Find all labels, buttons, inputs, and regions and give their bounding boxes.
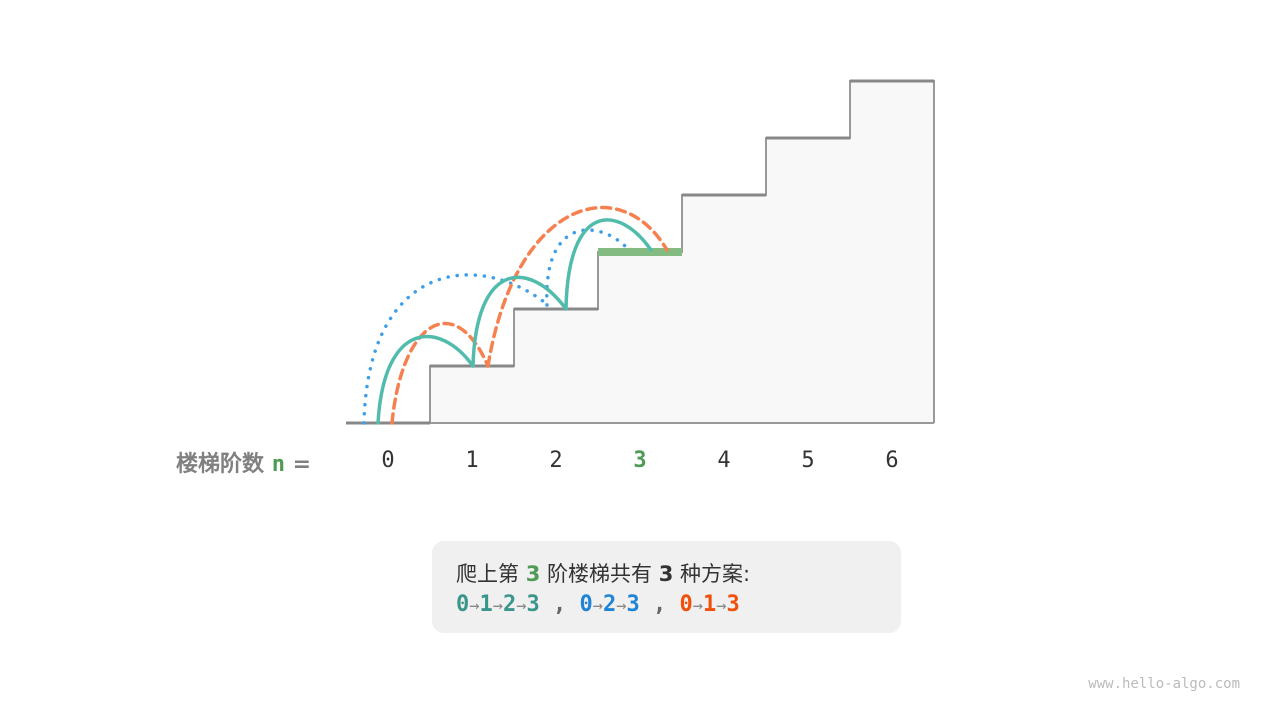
summary-line: 爬上第 3 阶楼梯共有 3 种方案: [456,558,750,588]
separator: , [553,592,567,617]
step-label: 4 [717,448,731,473]
watermark: www.hello-algo.com [1088,676,1240,692]
axis-caption: 楼梯阶数 n = [176,446,311,478]
summary-count: 3 [658,562,674,586]
summary-prefix: 爬上第 [456,562,519,586]
path-2: 0→2→3 [579,592,640,617]
path-teal-0-1 [376,334,475,425]
path-blue-2-3 [545,228,629,307]
paths-line: 0→1→2→3 , 0→2→3 , 0→1→3 [456,592,740,617]
step-label: 1 [465,448,479,473]
caption-var: n [271,452,285,477]
step-label-target: 3 [633,448,647,473]
path-3: 0→1→3 [679,592,740,617]
target-step-highlight [598,248,682,256]
summary-box: 爬上第 3 阶楼梯共有 3 种方案: 0→1→2→3 , 0→2→3 , 0→1… [432,541,901,633]
path-1: 0→1→2→3 [456,592,540,617]
caption-eq: = [292,452,312,477]
step-label: 5 [801,448,815,473]
step-label: 0 [381,448,395,473]
summary-n: 3 [525,562,541,586]
caption-text: 楼梯阶数 [176,452,265,477]
staircase-outline [346,80,935,424]
separator: , [653,592,667,617]
step-label: 6 [885,448,899,473]
step-label: 2 [549,448,563,473]
path-teal-2-3 [564,218,653,311]
path-orange-1-3 [486,205,669,368]
path-blue-0-2 [362,273,550,425]
path-teal-1-2 [471,275,568,368]
summary-middle: 阶楼梯共有 [547,562,652,586]
summary-suffix: 种方案: [680,562,751,586]
